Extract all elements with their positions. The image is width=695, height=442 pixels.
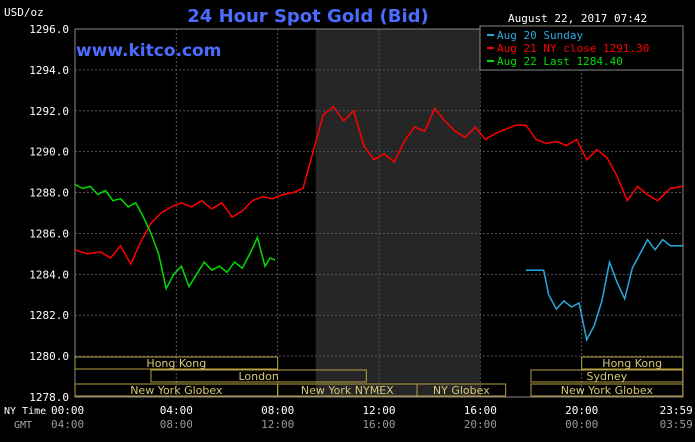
session-box	[150, 369, 367, 383]
x-tick-label-ny: 20:00	[565, 404, 598, 417]
x-tick-label-gmt: 20:00	[464, 418, 497, 431]
legend-entry: Aug 20 Sunday	[497, 29, 583, 42]
series-line-2	[74, 105, 683, 266]
session-label: New York Globex	[561, 384, 654, 397]
x-tick-label-ny: 12:00	[362, 404, 395, 417]
session-label: New York NYMEX	[301, 384, 394, 397]
session-label: London	[239, 370, 279, 383]
y-tick-label: 1284.0	[29, 268, 69, 281]
gridlines	[75, 28, 683, 398]
x-tick-label-ny: 16:00	[464, 404, 497, 417]
session-label: New York Globex	[130, 384, 223, 397]
y-tick-label: 1278.0	[29, 391, 69, 404]
y-tick-label: 1294.0	[29, 64, 69, 77]
chart-title: 24 Hour Spot Gold (Bid)	[187, 6, 428, 27]
session-hong-kong: Hong Kong	[74, 356, 279, 370]
x-tick-label-ny: 04:00	[160, 404, 193, 417]
session-hong-kong: Hong Kong	[581, 356, 684, 370]
session-box	[416, 383, 507, 397]
y-axis-ticks: 1296.0 1294.0 1292.0 1290.0 1288.0 1286.0 1284…	[29, 23, 69, 404]
unit-label: USD/oz	[4, 6, 44, 19]
watermark: www.kitco.com	[76, 41, 221, 61]
legend-entry: Aug 21 NY close 1291.30	[497, 42, 649, 55]
session-box	[530, 369, 684, 383]
timestamp: August 22, 2017 07:42	[508, 12, 647, 25]
x-tick-label-gmt: 08:00	[160, 418, 193, 431]
series-line-1	[525, 238, 683, 342]
y-tick-label: 1296.0	[29, 23, 69, 36]
y-tick-label: 1280.0	[29, 350, 69, 363]
nymex-shaded-region	[315, 29, 481, 397]
x-axis-ticks: 00:0004:0004:0008:0008:0012:0012:0016:00…	[51, 404, 693, 431]
session-new-york-globex: New York Globex	[530, 383, 684, 397]
legend-entry: Aug 22 Last 1284.40	[497, 55, 623, 68]
y-tick-label: 1282.0	[29, 309, 69, 322]
session-label: Hong Kong	[602, 357, 662, 370]
session-box	[581, 356, 684, 370]
y-tick-label: 1288.0	[29, 187, 69, 200]
x-tick-label-ny: 23:59	[660, 404, 693, 417]
session-box	[74, 356, 279, 370]
session-label: Hong Kong	[146, 357, 206, 370]
x-tick-label-gmt: 03:59	[660, 418, 693, 431]
session-box	[530, 383, 684, 397]
x-tick-label-ny: 08:00	[261, 404, 294, 417]
x-tick-label-gmt: 12:00	[261, 418, 294, 431]
series-line-3	[74, 183, 276, 291]
session-label: NY Globex	[433, 384, 490, 397]
x-tick-label-gmt: 16:00	[362, 418, 395, 431]
market-sessions: Hong Kong London New York Globex New York N…	[74, 356, 684, 397]
session-ny-globex: NY Globex	[416, 383, 507, 397]
price-series	[74, 105, 683, 342]
session-sydney: Sydney	[530, 369, 684, 383]
x-tick-label-ny: 00:00	[51, 404, 84, 417]
x-tick-label-gmt: 04:00	[51, 418, 84, 431]
shaded-band	[315, 29, 481, 397]
y-tick-label: 1292.0	[29, 105, 69, 118]
session-label: Sydney	[587, 370, 628, 383]
x-tick-label-gmt: 00:00	[565, 418, 598, 431]
y-tick-label: 1286.0	[29, 227, 69, 240]
y-tick-label: 1290.0	[29, 146, 69, 159]
legend-box	[479, 25, 684, 71]
gmt-label: GMT	[14, 420, 32, 431]
plot-frame	[74, 28, 684, 398]
session-london: London	[150, 369, 367, 383]
ny-time-label: NY Time	[4, 406, 46, 417]
